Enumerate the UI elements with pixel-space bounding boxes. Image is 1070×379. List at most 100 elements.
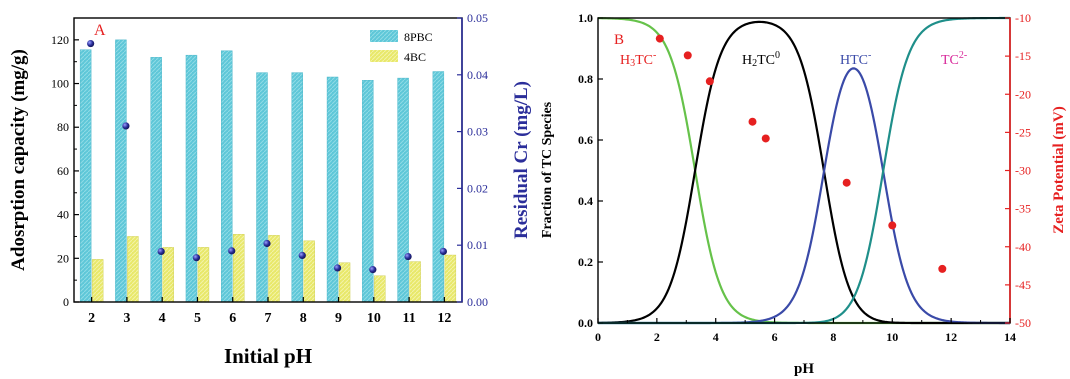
y-tick-label: 80 [57, 120, 69, 134]
y2-tick-label: -20 [1015, 87, 1031, 101]
y2-tick-label: -40 [1015, 240, 1031, 254]
panel-a-residual-markers [87, 39, 447, 274]
y2-tick-label: 0.02 [467, 181, 488, 195]
y-tick-label: 1.0 [578, 11, 593, 25]
residual-cr-point [228, 247, 236, 255]
x-tick-label: 12 [437, 311, 451, 326]
panel-b-label: B [614, 32, 624, 48]
y-tick-label: 60 [57, 164, 69, 178]
bar-4bc [409, 261, 421, 303]
y-tick-label: 0.2 [578, 255, 593, 269]
y-tick-label: 0.0 [578, 316, 593, 330]
bar-8pbc [79, 49, 92, 303]
x-tick-label: 6 [772, 330, 778, 344]
bar-4bc [162, 247, 174, 303]
y2-tick-label: -25 [1015, 125, 1031, 139]
bar-8pbc [150, 57, 162, 303]
y2-tick-label: -35 [1015, 202, 1031, 216]
y2-tick-label: -50 [1015, 316, 1031, 330]
bar-4bc [197, 247, 210, 303]
x-tick-label: 0 [595, 330, 601, 344]
bar-4bc [444, 254, 457, 303]
zeta-potential-point [938, 264, 947, 273]
y-tick-label: 20 [57, 251, 69, 265]
bar-8pbc [185, 54, 198, 303]
x-tick-label: 5 [194, 311, 201, 326]
panel-b-left-axis: 0.0 0.2 0.4 0.6 0.8 1.0 [578, 11, 603, 330]
bar-4bc [91, 259, 104, 303]
x-tick-label: 3 [123, 311, 130, 326]
panel-a-bars [79, 39, 457, 303]
zeta-potential-point [842, 178, 851, 187]
x-tick-label: 12 [945, 330, 957, 344]
bar-8pbc [397, 77, 409, 303]
bar-4bc [268, 235, 280, 303]
zeta-potential-point [683, 51, 692, 60]
bar-4bc [374, 275, 386, 303]
y2-tick-label: -15 [1015, 49, 1031, 63]
x-tick-label: 7 [265, 311, 272, 326]
residual-cr-point [404, 252, 412, 261]
zeta-potential-point [748, 117, 757, 126]
species-label-tc2: TC2- [941, 50, 967, 68]
panel-a-label: A [94, 22, 106, 39]
y-tick-label: 100 [51, 77, 69, 91]
x-tick-label: 6 [229, 311, 236, 326]
y-tick-label: 0 [63, 295, 69, 309]
zeta-potential-point [655, 34, 664, 43]
legend-swatch-8pbc [370, 30, 398, 42]
x-tick-label: 2 [654, 330, 660, 344]
panel-a-x-axis: 2 3 4 5 6 7 8 9 10 11 12 [88, 297, 451, 326]
y2-tick-label: -45 [1015, 278, 1031, 292]
bar-8pbc [432, 71, 445, 303]
panel-a-legend: 8PBC 4BC [370, 30, 433, 64]
panel-b-zeta-points [655, 34, 947, 273]
x-tick-label: 11 [402, 311, 415, 326]
panel-b-y-axis-title: Fraction of TC Species [540, 101, 555, 238]
zeta-potential-point [888, 221, 897, 230]
panel-b-chart: 0.0 0.2 0.4 0.6 0.8 1.0 -10 -15 -20 -25 -30 -35 -40… [540, 11, 1067, 377]
y-tick-label: 0.8 [578, 72, 593, 86]
y-tick-label: 120 [51, 33, 69, 47]
y2-tick-label: 0.00 [467, 295, 488, 309]
x-tick-label: 10 [886, 330, 898, 344]
zeta-potential-point [705, 77, 714, 86]
residual-cr-point [333, 264, 342, 272]
x-tick-label: 8 [300, 311, 307, 326]
residual-cr-point [157, 247, 165, 256]
y-tick-label: 0.6 [578, 133, 593, 147]
x-tick-label: 9 [335, 311, 342, 326]
x-tick-label: 10 [367, 311, 381, 326]
species-label-h3tc: H3TC- [620, 50, 656, 69]
x-tick-label: 14 [1004, 330, 1016, 344]
x-tick-label: 4 [159, 311, 166, 326]
panel-b-x-axis: 0 2 4 6 8 10 12 14 [595, 318, 1016, 344]
residual-cr-point [263, 239, 271, 248]
legend-label-4bc: 4BC [404, 50, 426, 64]
residual-cr-point [439, 247, 447, 256]
y2-tick-label: 0.04 [467, 68, 488, 82]
bar-8pbc [221, 50, 233, 303]
bar-8pbc [291, 72, 303, 303]
panel-b-right-axis: -10 -15 -20 -25 -30 -35 -40 -45 -50 [1005, 11, 1031, 330]
panel-a-chart: 0 20 40 60 80 100 120 0.00 0.01 0.02 0.03 0.04 0.05… [8, 11, 532, 368]
panel-a-y-axis-title: Adosrption capacity (mg/g) [8, 49, 29, 271]
y-tick-label: 40 [57, 208, 69, 222]
legend-label-8pbc: 8PBC [404, 30, 433, 44]
bar-4bc [127, 236, 139, 303]
curve-htc [598, 67, 1011, 325]
residual-cr-point [87, 39, 95, 48]
panel-b-y2-axis-title: Zeta Potential (mV) [1051, 106, 1067, 233]
residual-cr-point [369, 266, 377, 274]
bar-4bc [233, 234, 245, 303]
panel-a-right-axis: 0.00 0.01 0.02 0.03 0.04 0.05 [457, 11, 488, 309]
panel-a-y2-axis-title: Residual Cr (mg/L) [511, 81, 532, 239]
zeta-potential-point [761, 134, 770, 143]
species-label-h2tc: H2TC0 [742, 50, 780, 69]
x-tick-label: 8 [830, 330, 836, 344]
y-tick-label: 0.4 [578, 194, 593, 208]
panel-a-left-axis: 0 20 40 60 80 100 120 [51, 33, 79, 309]
residual-cr-point [298, 251, 306, 260]
y2-tick-label: 0.01 [467, 238, 488, 252]
